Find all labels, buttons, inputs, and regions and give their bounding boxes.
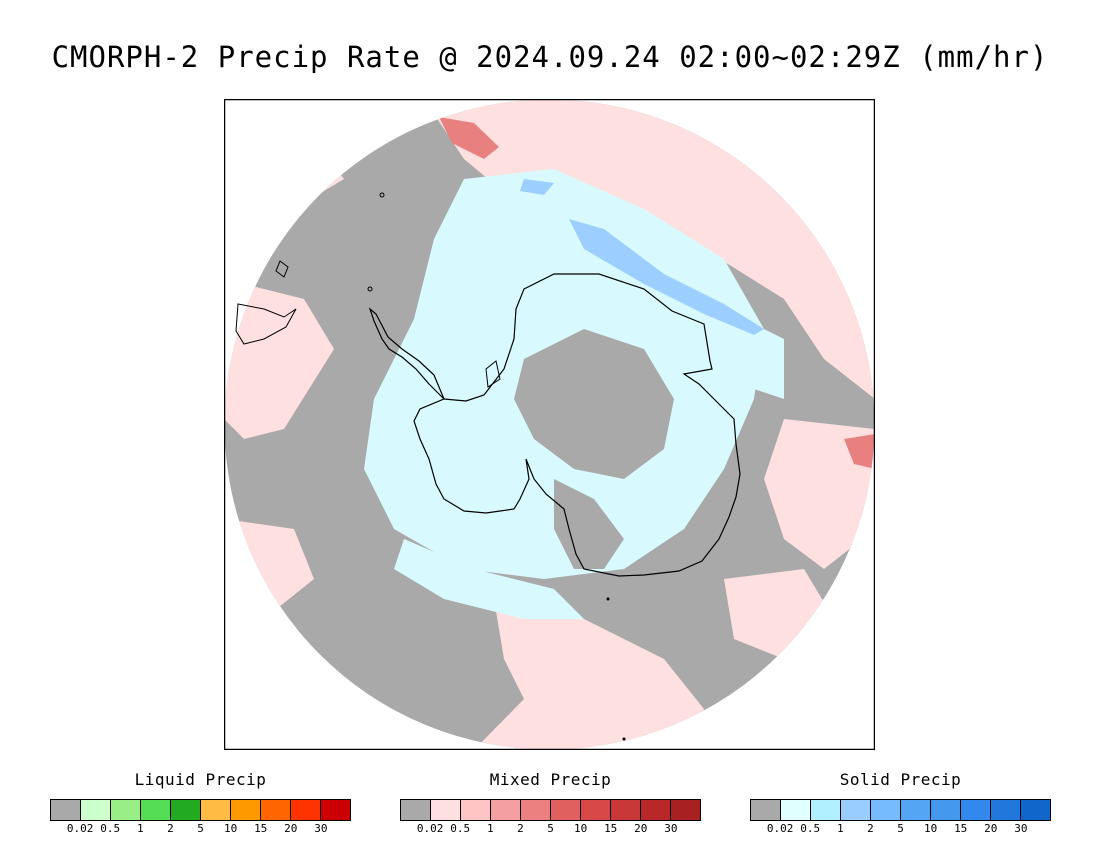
scale-tick-label: 2 <box>517 822 524 835</box>
scale-tick-label: 10 <box>923 822 938 835</box>
antarctic-peninsula-coastline <box>368 307 445 400</box>
legend-liquid: Liquid Precip 0.02 0.5 1 2 5 10 15 20 30 <box>50 770 351 835</box>
map-border <box>224 99 875 750</box>
south-america-coastline <box>275 260 289 278</box>
color-swatch <box>231 800 261 820</box>
solid-precip-moderate <box>520 179 554 195</box>
color-swatch <box>81 800 111 820</box>
island-outline <box>367 286 373 292</box>
color-swatch <box>671 800 700 820</box>
precip-map <box>224 99 875 750</box>
map-panel <box>224 99 875 750</box>
precip-field <box>224 99 875 750</box>
color-swatch <box>961 800 991 820</box>
color-scale-bar <box>50 799 351 821</box>
legend-title: Liquid Precip <box>134 770 267 789</box>
scale-ticks: 0.02 0.5 1 2 5 10 15 20 30 <box>400 821 701 835</box>
scale-tick-label: 20 <box>284 822 298 835</box>
ross-ice-shelf-coastline <box>485 360 501 388</box>
scale-tick-label: 1 <box>486 822 494 835</box>
scale-tick-label: 30 <box>1014 822 1028 835</box>
island-outline <box>379 192 385 198</box>
scale-tick-label: 30 <box>314 822 328 835</box>
scale-tick-label: 15 <box>954 822 968 835</box>
color-swatch <box>551 800 581 820</box>
color-scale-bar <box>750 799 1051 821</box>
color-scale-bar <box>400 799 701 821</box>
south-america-coastline <box>235 303 297 345</box>
color-swatch <box>811 800 841 820</box>
no-precip-area <box>514 329 674 479</box>
scale-tick-label: 1 <box>836 822 844 835</box>
scale-ticks: 0.02 0.5 1 2 5 10 15 20 30 <box>750 821 1051 835</box>
color-swatch <box>261 800 291 820</box>
scale-tick-label: 1 <box>136 822 144 835</box>
antarctica-coastline <box>413 273 741 577</box>
color-swatch <box>841 800 871 820</box>
color-swatch <box>401 800 431 820</box>
solid-precip-area <box>394 539 584 619</box>
color-swatch <box>111 800 141 820</box>
color-swatch <box>521 800 551 820</box>
color-swatch <box>141 800 171 820</box>
island-outline <box>606 597 610 601</box>
color-swatch <box>781 800 811 820</box>
scale-tick-label: 0.5 <box>450 822 471 835</box>
color-swatch <box>991 800 1021 820</box>
legend-title: Mixed Precip <box>489 770 612 789</box>
mixed-precip-area <box>224 279 334 439</box>
scale-tick-label: 20 <box>984 822 998 835</box>
scale-tick-label: 15 <box>604 822 618 835</box>
scale-ticks: 0.02 0.5 1 2 5 10 15 20 30 <box>50 821 351 835</box>
color-swatch <box>901 800 931 820</box>
color-swatch <box>751 800 781 820</box>
scale-tick-label: 0.02 <box>66 822 94 835</box>
scale-tick-label: 0.02 <box>766 822 794 835</box>
scale-tick-label: 5 <box>547 822 554 835</box>
scale-tick-label: 2 <box>167 822 174 835</box>
scale-tick-label: 10 <box>223 822 238 835</box>
scale-tick-label: 0.02 <box>416 822 444 835</box>
color-swatch <box>431 800 461 820</box>
legend-solid: Solid Precip 0.02 0.5 1 2 5 10 15 20 30 <box>750 770 1051 835</box>
mixed-precip-area <box>474 599 704 750</box>
color-swatch <box>171 800 201 820</box>
mixed-precip-heavy <box>844 434 875 469</box>
color-swatch <box>931 800 961 820</box>
scale-tick-label: 10 <box>573 822 588 835</box>
solid-precip-moderate <box>569 219 764 335</box>
no-precip-area <box>554 479 624 569</box>
color-swatch <box>491 800 521 820</box>
color-swatch <box>581 800 611 820</box>
scale-tick-label: 30 <box>664 822 678 835</box>
scale-tick-label: 5 <box>897 822 904 835</box>
mixed-precip-heavy <box>439 117 499 159</box>
color-swatch <box>1021 800 1050 820</box>
color-swatch <box>871 800 901 820</box>
color-swatch <box>291 800 321 820</box>
color-swatch <box>641 800 671 820</box>
color-swatch <box>321 800 350 820</box>
scale-tick-label: 15 <box>254 822 268 835</box>
color-swatch <box>461 800 491 820</box>
map-title: CMORPH-2 Precip Rate @ 2024.09.24 02:00~… <box>51 40 1049 74</box>
color-swatch <box>201 800 231 820</box>
color-swatch <box>51 800 81 820</box>
legend-title: Solid Precip <box>839 770 962 789</box>
mixed-precip-area <box>764 419 875 569</box>
scale-tick-label: 0.5 <box>100 822 121 835</box>
scale-tick-label: 20 <box>634 822 648 835</box>
scale-tick-label: 2 <box>867 822 874 835</box>
solid-precip-area <box>744 319 784 399</box>
color-swatch <box>611 800 641 820</box>
scale-tick-label: 0.5 <box>800 822 821 835</box>
legend-mixed: Mixed Precip 0.02 0.5 1 2 5 10 15 20 30 <box>400 770 701 835</box>
scale-tick-label: 5 <box>197 822 204 835</box>
island-outline <box>622 737 626 741</box>
